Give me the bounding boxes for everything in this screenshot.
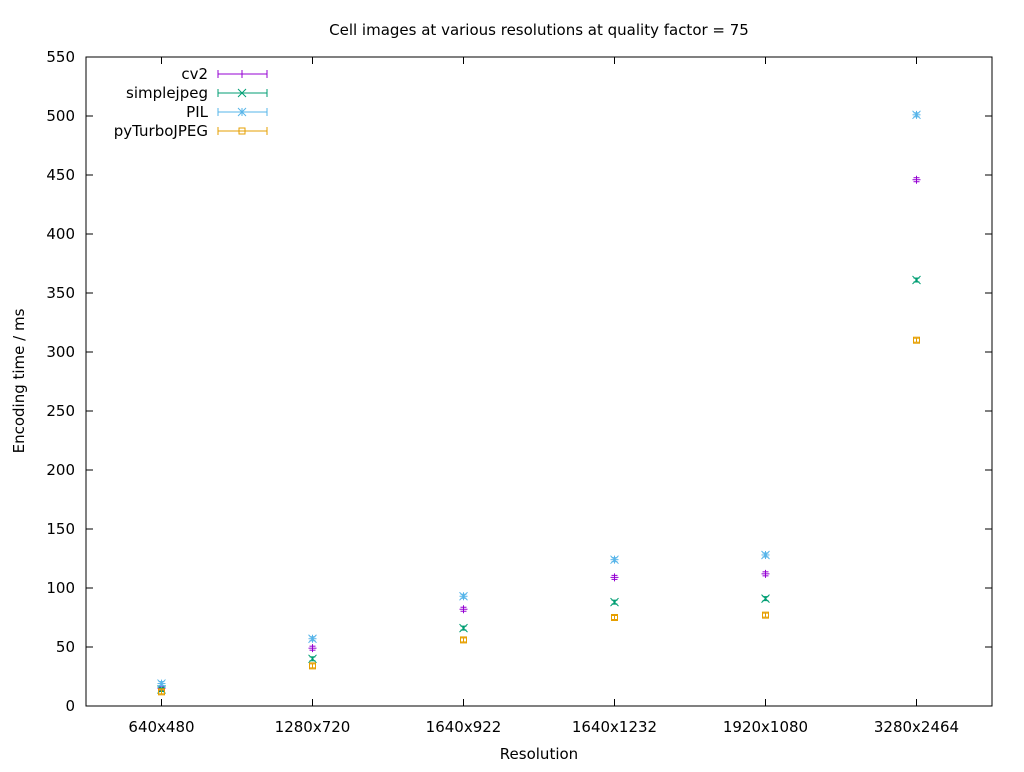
legend-marker [237,107,247,117]
series-pyTurboJPEG [158,336,920,696]
data-point [158,688,165,696]
y-tick-label: 250 [46,402,75,420]
point-marker [157,679,166,688]
legend-item-cv2: cv2 [181,65,268,83]
data-point [308,654,317,664]
series-cv2 [157,175,921,693]
y-tick-label: 500 [46,107,75,125]
data-point [309,662,316,670]
data-point [459,591,468,601]
data-point [459,623,468,633]
legend-marker [237,88,247,98]
point-marker [610,573,619,582]
y-tick-label: 0 [65,697,75,715]
x-axis: 640x480 1280x720 1640x922 1640x1232 1920x108… [128,57,959,736]
y-tick-label: 550 [46,48,75,66]
data-point [610,555,619,565]
y-tick-label: 450 [46,166,75,184]
chart-title: Cell images at various resolutions at qu… [329,21,749,39]
point-marker [913,336,920,344]
data-point [762,611,769,619]
legend-label: pyTurboJPEG [114,122,208,140]
point-marker [308,654,317,664]
point-marker [761,594,770,603]
point-marker [761,550,770,560]
legend-item-pyTurboJPEG: pyTurboJPEG [114,122,268,140]
point-marker [309,662,316,670]
data-point [913,336,920,344]
data-point [308,644,317,653]
legend-item-PIL: PIL [186,103,268,121]
data-point [912,275,921,285]
point-marker [459,623,468,633]
plot-frame [85,56,993,707]
y-axis: 0 50 100 150 200 250 300 350 400 450 500 550 [46,48,992,715]
x-tick-label: 1640x922 [426,718,502,736]
data-point [761,569,770,578]
x-tick-label: 1640x1232 [572,718,657,736]
legend-label: cv2 [181,65,208,83]
point-marker [610,597,619,607]
point-marker [610,555,619,565]
legend-marker [238,127,246,135]
legend-marker [238,70,246,78]
y-tick-label: 150 [46,520,75,538]
y-tick-label: 400 [46,225,75,243]
point-marker [762,611,769,619]
data-point [761,550,770,560]
point-marker [308,634,317,644]
data-point [912,175,921,184]
y-tick-label: 50 [56,638,75,656]
series-simplejpeg [157,275,921,694]
point-marker [158,688,165,696]
point-marker [912,175,921,184]
point-marker [912,110,921,120]
x-tick-label: 640x480 [128,718,194,736]
point-marker [459,591,468,601]
legend-label: simplejpeg [126,84,208,102]
x-tick-label: 1920x1080 [723,718,808,736]
point-marker [912,275,921,285]
data-point [610,597,619,607]
point-marker [611,614,618,621]
data-point [761,594,770,603]
y-tick-label: 200 [46,461,75,479]
y-tick-label: 100 [46,579,75,597]
data-point [912,110,921,120]
data-point [157,679,166,688]
point-marker [459,605,468,614]
point-marker [761,569,770,578]
legend-label: PIL [186,103,208,121]
series-PIL [157,110,921,688]
legend-item-simplejpeg: simplejpeg [126,84,268,102]
y-axis-title: Encoding time / ms [10,308,28,453]
point-marker [460,636,467,644]
point-marker [308,644,317,653]
data-point [308,634,317,644]
y-tick-label: 350 [46,284,75,302]
x-tick-label: 3280x2464 [874,718,959,736]
data-point [611,614,618,621]
data-point [459,605,468,614]
x-tick-label: 1280x720 [275,718,351,736]
series-layer [157,110,921,696]
x-axis-title: Resolution [500,745,578,763]
y-tick-label: 300 [46,343,75,361]
data-point [460,636,467,644]
data-point [610,573,619,582]
